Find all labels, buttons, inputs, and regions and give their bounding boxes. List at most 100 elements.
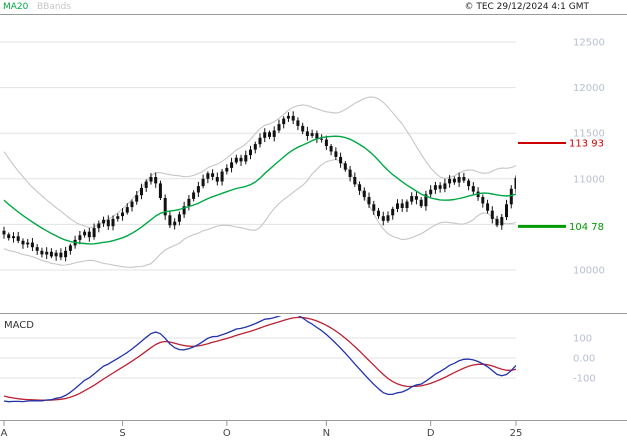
candle-body: [253, 144, 257, 150]
copyright-text: © TEC 29/12/2024 4:1 GMT: [464, 2, 589, 12]
candle-body: [405, 201, 409, 208]
candle-body: [40, 250, 44, 255]
candle-body: [381, 216, 385, 221]
candle-body: [97, 223, 101, 229]
support-level-label: 104 78: [569, 222, 604, 233]
macd-signal-line: [3, 316, 516, 401]
candle-body: [391, 208, 395, 216]
candle-body: [263, 132, 267, 138]
candle-body: [149, 177, 153, 182]
candle-body: [196, 186, 200, 193]
candle-body: [505, 204, 508, 218]
macd-lines: [3, 316, 516, 403]
candle-body: [282, 118, 286, 125]
candle-body: [438, 185, 442, 189]
candle-body: [396, 203, 399, 209]
candle-body: [301, 125, 305, 132]
candle-body: [59, 252, 63, 258]
bollinger-bands: [3, 96, 516, 268]
month-axis-label: D: [427, 428, 435, 439]
candle-body: [92, 228, 96, 238]
candle-body: [83, 231, 87, 236]
month-axis-label: S: [119, 428, 125, 439]
candle-body: [111, 218, 115, 227]
candle-body: [429, 189, 433, 195]
candle-body: [358, 184, 362, 191]
candle-body: [135, 195, 139, 202]
candle-body: [372, 204, 376, 211]
candle-body: [272, 130, 276, 137]
candle-body: [448, 178, 452, 184]
month-axis-label: O: [223, 428, 231, 439]
candle-body: [452, 178, 456, 183]
candle-body: [286, 115, 290, 119]
candle-body: [268, 132, 271, 137]
bollinger-upper-line: [3, 96, 516, 229]
candle-body: [220, 171, 224, 182]
candle-body: [367, 197, 371, 205]
candle-body: [324, 139, 328, 146]
candle-body: [7, 234, 11, 238]
candle-body: [163, 198, 167, 216]
macd-line: [3, 316, 516, 403]
candle-body: [26, 242, 30, 245]
price-axis-tick-label: 11500: [573, 129, 605, 140]
candle-body: [310, 133, 314, 136]
candle-body: [177, 214, 181, 222]
candle-body: [509, 188, 513, 205]
candle-body: [187, 198, 191, 207]
candle-body: [2, 230, 6, 235]
candle-body: [35, 247, 39, 251]
candle-body: [125, 207, 129, 213]
candle-body: [68, 245, 72, 251]
candle-body: [168, 215, 172, 226]
candle-body: [64, 250, 68, 258]
candle-body: [424, 194, 428, 207]
candle-body: [54, 252, 58, 257]
candle-body: [30, 242, 34, 248]
macd-axis-labels: 100 0.00 -100: [573, 334, 596, 385]
candle-body: [315, 133, 319, 139]
candle-body: [249, 149, 252, 156]
candle-body: [495, 218, 499, 226]
candle-body: [334, 151, 338, 157]
candle-body: [457, 177, 461, 183]
panel-borders: [0, 14, 627, 421]
price-axis-tick-label: 11000: [573, 174, 605, 185]
candle-body: [173, 221, 177, 226]
price-axis-labels: 12500 12000 11500 11000 10000: [573, 38, 605, 277]
candles-layer: [2, 111, 516, 262]
candle-body: [206, 173, 210, 179]
candle-body: [45, 251, 49, 255]
candle-body: [400, 203, 404, 208]
candle-body: [21, 240, 25, 245]
candle-body: [320, 138, 324, 140]
candle-body: [106, 219, 110, 227]
candle-body: [154, 177, 158, 184]
price-gridlines: [0, 41, 516, 271]
candle-body: [144, 181, 148, 188]
ma20-line: [3, 135, 516, 245]
candle-body: [343, 163, 347, 170]
candle-body: [116, 216, 120, 219]
candle-body: [130, 201, 134, 208]
candle-body: [443, 183, 447, 189]
month-axis-label: N: [323, 428, 330, 439]
price-axis-tick-label: 10000: [573, 266, 605, 277]
candle-body: [258, 137, 262, 145]
candle-body: [500, 217, 504, 226]
candle-body: [234, 157, 238, 163]
candle-body: [462, 177, 466, 181]
candle-body: [291, 115, 295, 121]
month-axis-label: 25: [510, 428, 523, 439]
candle-body: [433, 185, 437, 190]
candle-body: [225, 167, 229, 172]
candle-body: [490, 210, 494, 219]
candle-body: [158, 183, 162, 198]
candle-body: [277, 124, 281, 131]
candle-body: [16, 236, 20, 241]
candle-body: [410, 196, 414, 202]
candle-body: [377, 210, 380, 217]
macd-axis-tick-label: 0.00: [573, 354, 595, 365]
